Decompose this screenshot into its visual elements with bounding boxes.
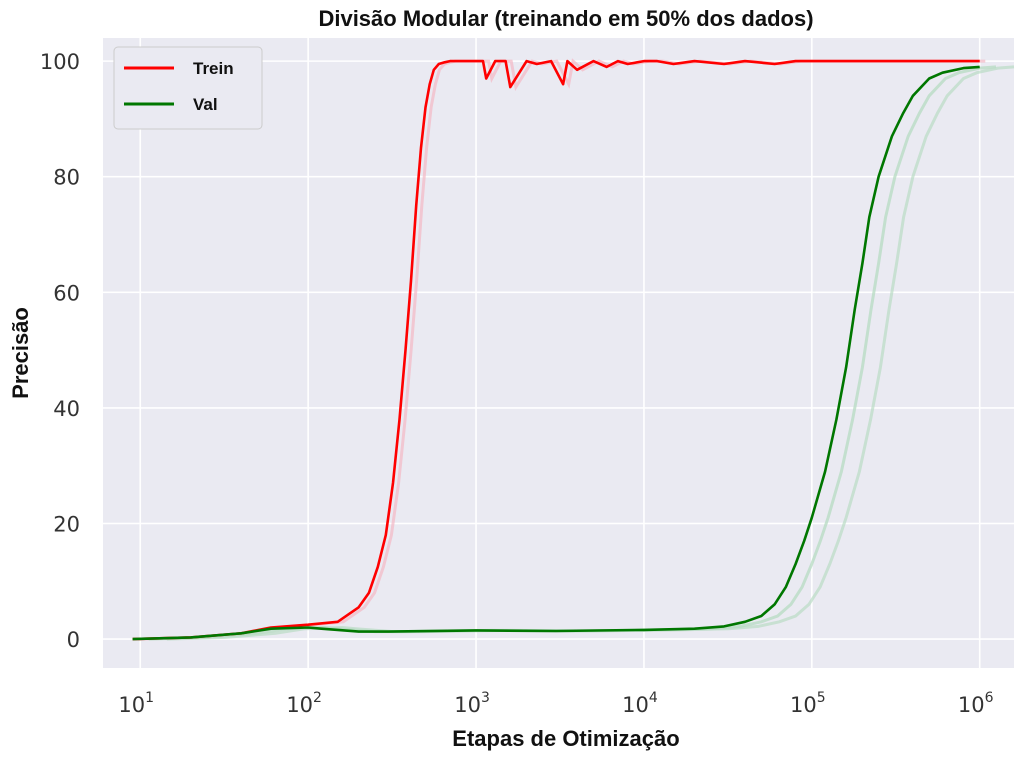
x-tick-label: 101 — [118, 690, 154, 717]
x-tick-label: 106 — [958, 690, 994, 717]
y-tick-label: 80 — [53, 166, 80, 190]
y-tick-labels: 0 20 40 60 80 100 — [40, 50, 80, 652]
legend-box — [113, 46, 263, 130]
series-line-val — [132, 65, 980, 641]
y-tick-label: 40 — [53, 397, 80, 421]
val-shadow-line — [166, 65, 1015, 641]
x-tick-labels: 101 102 103 104 105 106 — [118, 690, 993, 717]
x-tick-label: 102 — [286, 690, 322, 717]
legend-label-val: Val — [193, 95, 218, 114]
x-tick-label: 103 — [454, 690, 490, 717]
y-tick-label: 0 — [67, 628, 80, 652]
legend: Trein Val — [113, 46, 263, 130]
legend-label-trein: Trein — [193, 59, 234, 78]
x-tick-label: 104 — [622, 690, 658, 717]
y-tick-label: 60 — [53, 281, 80, 305]
x-tick-label: 105 — [790, 690, 826, 717]
series-lines — [132, 59, 980, 641]
series-line-trein — [132, 59, 980, 641]
y-tick-label: 100 — [40, 50, 80, 74]
y-tick-label: 20 — [53, 513, 80, 537]
chart-title: Divisão Modular (treinando em 50% dos da… — [318, 6, 813, 31]
x-axis-label: Etapas de Otimização — [452, 726, 679, 751]
plot-background — [103, 38, 1014, 668]
y-axis-label: Precisão — [8, 307, 33, 399]
